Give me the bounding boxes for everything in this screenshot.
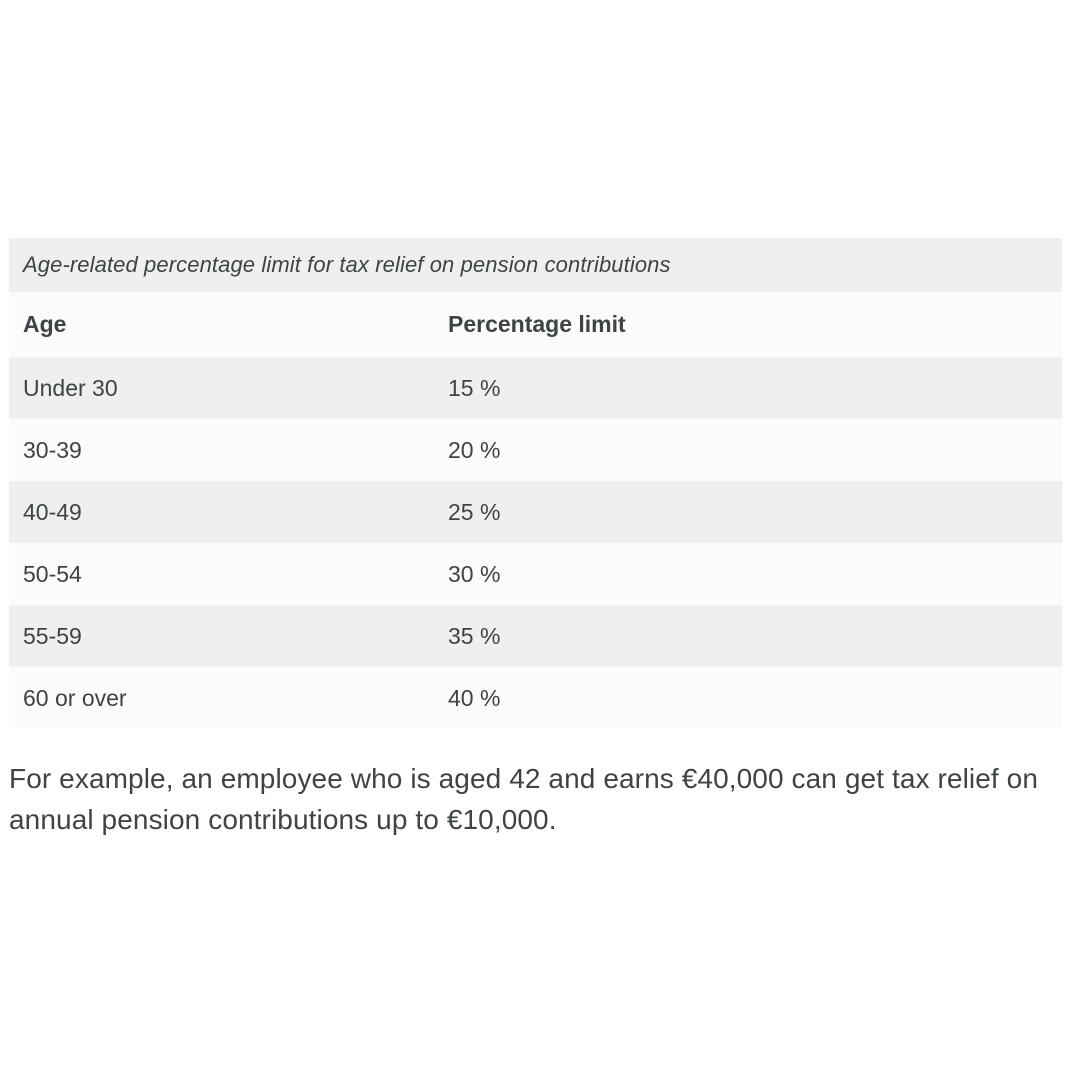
table-row: 30-39 20 % xyxy=(9,419,1062,481)
table-row: 50-54 30 % xyxy=(9,543,1062,605)
article-content: Age-related percentage limit for tax rel… xyxy=(9,238,1062,840)
age-cell: 50-54 xyxy=(23,560,82,587)
table-row: Under 30 15 % xyxy=(9,357,1062,419)
age-cell: 60 or over xyxy=(23,684,127,711)
limit-cell: 15 % xyxy=(448,374,501,401)
example-paragraph: For example, an employee who is aged 42 … xyxy=(9,758,1062,840)
table-caption: Age-related percentage limit for tax rel… xyxy=(9,238,1062,292)
age-cell: Under 30 xyxy=(23,374,118,401)
table-row: 60 or over 40 % xyxy=(9,667,1062,729)
limit-cell: 35 % xyxy=(448,622,501,649)
limit-cell: 20 % xyxy=(448,436,501,463)
limit-cell: 25 % xyxy=(448,498,501,525)
example-paragraph-line: For example, an employee who is aged 42 … xyxy=(9,763,1038,794)
table-row: 55-59 35 % xyxy=(9,605,1062,667)
table-row: 40-49 25 % xyxy=(9,481,1062,543)
table-header-row: Age Percentage limit xyxy=(9,292,1062,357)
age-cell: 40-49 xyxy=(23,498,82,525)
age-cell: 30-39 xyxy=(23,436,82,463)
limit-cell: 40 % xyxy=(448,684,501,711)
limit-cell: 30 % xyxy=(448,560,501,587)
age-cell: 55-59 xyxy=(23,622,82,649)
pension-relief-table: Age-related percentage limit for tax rel… xyxy=(9,238,1062,729)
example-paragraph-line: annual pension contributions up to €10,0… xyxy=(9,804,557,835)
column-header-age: Age xyxy=(23,311,67,337)
column-header-percentage-limit: Percentage limit xyxy=(448,311,626,337)
